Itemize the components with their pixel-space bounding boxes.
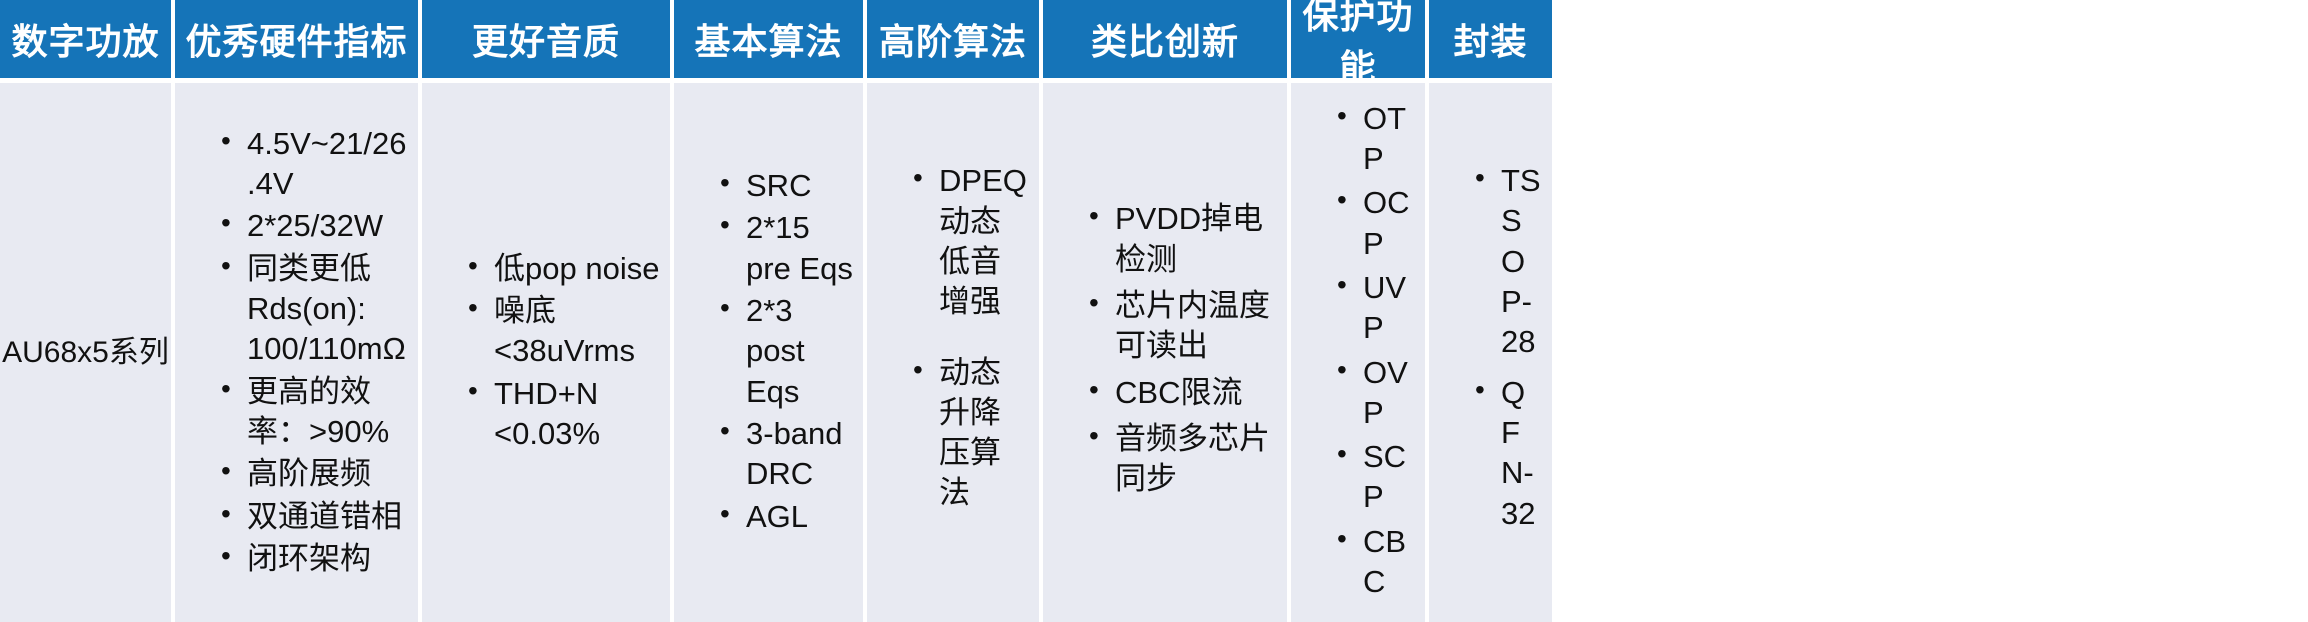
list-item: SCP: [1337, 436, 1415, 518]
protection-list: OTPOCPUVPOVPSCPCBC: [1291, 98, 1425, 607]
column-header-package: 封装: [1429, 0, 1552, 78]
list-item: 芯片内温度可读出: [1089, 285, 1277, 367]
list-item: 双通道错相: [221, 496, 408, 537]
audio-quality-list: 低pop noise噪底<38uVrmsTHD+N <0.03%: [422, 248, 670, 456]
column-header-advanced-algorithms: 高阶算法: [867, 0, 1043, 78]
hardware-specs-list: 4.5V~21/26.4V2*25/32W同类更低Rds(on): 100/11…: [175, 123, 418, 581]
list-item: 噪底<38uVrms: [468, 290, 660, 372]
column-header-analog-innovation: 类比创新: [1043, 0, 1291, 78]
list-item: 动态升降压算法: [913, 351, 1029, 514]
list-item: DPEQ动态低音增强: [913, 160, 1029, 322]
list-item: QFN-32: [1475, 372, 1542, 534]
cell-series-name: AU68x5系列: [0, 83, 175, 622]
table-row: AU68x5系列 4.5V~21/26.4V2*25/32W同类更低Rds(on…: [0, 83, 2308, 622]
list-item: 4.5V~21/26.4V: [221, 123, 408, 205]
analog-innovation-list: PVDD掉电检测芯片内温度可读出 CBC限流音频多芯片同步: [1043, 198, 1287, 505]
list-item: 同类更低Rds(on): 100/110mΩ: [221, 248, 408, 370]
cell-audio-quality: 低pop noise噪底<38uVrmsTHD+N <0.03%: [422, 83, 674, 622]
list-item: OVP: [1337, 352, 1415, 434]
column-header-basic-algorithms: 基本算法: [674, 0, 867, 78]
list-item: 低pop noise: [468, 248, 660, 289]
column-header-protection: 保护功能: [1291, 0, 1429, 88]
list-item: 2*25/32W: [221, 205, 408, 246]
cell-hardware-specs: 4.5V~21/26.4V2*25/32W同类更低Rds(on): 100/11…: [175, 83, 422, 622]
basic-algorithms-list: SRC2*15 pre Eqs2*3 post Eqs3-band DRCAGL: [674, 165, 863, 539]
list-item: 闭环架构: [221, 538, 408, 579]
list-item: SRC: [720, 165, 853, 206]
cell-analog-innovation: PVDD掉电检测芯片内温度可读出 CBC限流音频多芯片同步: [1043, 83, 1291, 622]
cell-basic-algorithms: SRC2*15 pre Eqs2*3 post Eqs3-band DRCAGL: [674, 83, 867, 622]
column-header-audio-quality: 更好音质: [422, 0, 674, 78]
list-item: CBC: [1337, 521, 1415, 603]
list-item: 2*3 post Eqs: [720, 290, 853, 412]
list-item: UVP: [1337, 267, 1415, 349]
series-name-text: AU68x5系列: [2, 335, 169, 369]
list-item: 更高的效率：>90%: [221, 371, 408, 453]
package-list: TSSOP-28 QFN-32: [1429, 160, 1552, 544]
cell-advanced-algorithms: DPEQ动态低音增强动态升降压算法: [867, 83, 1043, 622]
column-header-digital-amp: 数字功放: [0, 0, 175, 78]
list-item: AGL: [720, 496, 853, 537]
list-item: TSSOP-28: [1475, 160, 1542, 362]
list-item: CBC限流: [1089, 372, 1277, 413]
list-item: 高阶展频: [221, 453, 408, 494]
list-item: THD+N <0.03%: [468, 373, 660, 455]
cell-protection: OTPOCPUVPOVPSCPCBC: [1291, 83, 1429, 622]
column-header-hardware-specs: 优秀硬件指标: [175, 0, 422, 78]
list-item: PVDD掉电检测: [1089, 198, 1277, 280]
advanced-algorithms-list: DPEQ动态低音增强动态升降压算法: [867, 160, 1039, 543]
cell-package: TSSOP-28 QFN-32: [1429, 83, 1552, 622]
table-header-row: 数字功放 优秀硬件指标 更好音质 基本算法 高阶算法 类比创新 保护功能 封装: [0, 0, 2308, 88]
list-item: OCP: [1337, 182, 1415, 264]
list-item: 3-band DRC: [720, 413, 853, 495]
list-item: 2*15 pre Eqs: [720, 207, 853, 289]
list-item: 音频多芯片同步: [1089, 418, 1277, 500]
list-item: OTP: [1337, 98, 1415, 180]
